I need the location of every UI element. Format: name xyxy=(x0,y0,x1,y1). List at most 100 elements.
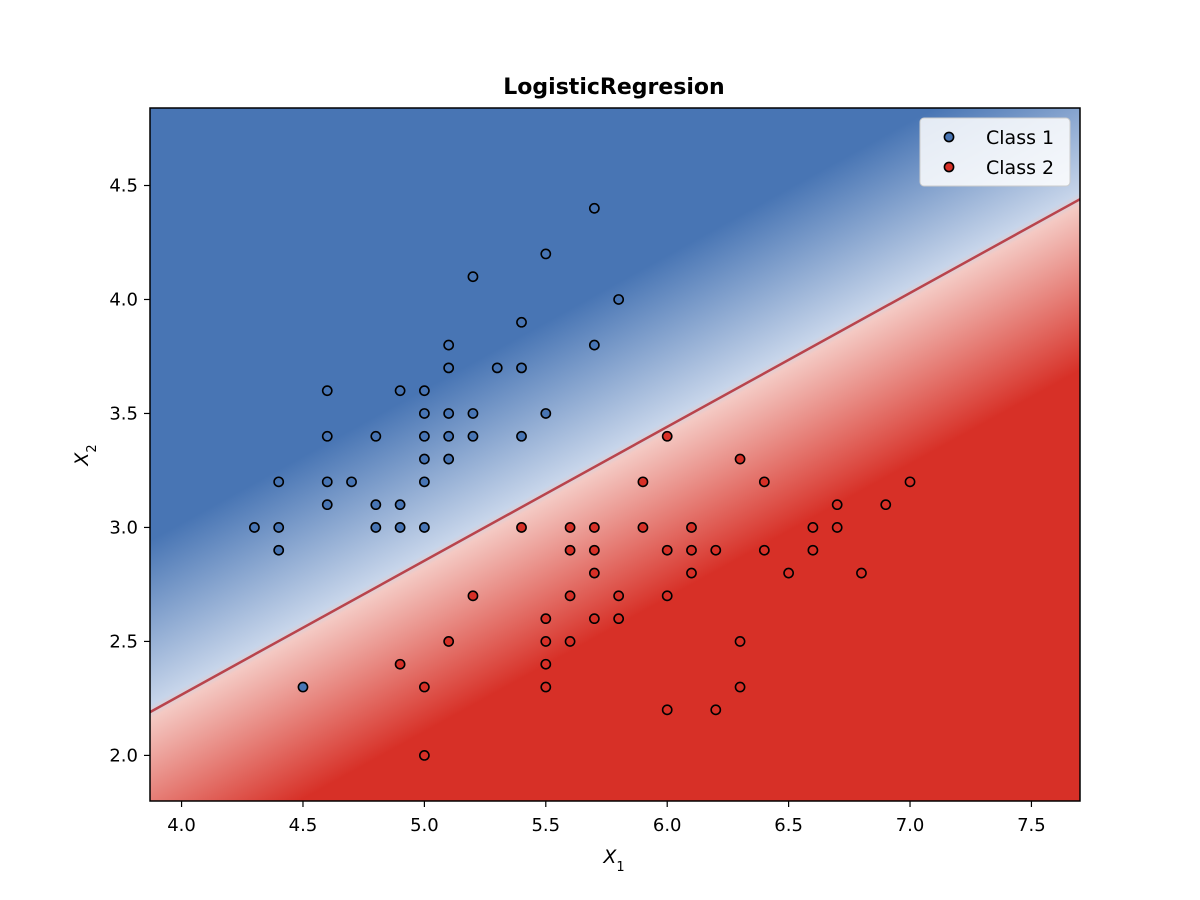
class-1-point xyxy=(540,248,552,260)
y-tick-label: 4.5 xyxy=(109,176,138,197)
class-2-point xyxy=(516,522,527,533)
y-tick-label: 2.5 xyxy=(109,631,138,652)
class-1-point xyxy=(467,408,479,419)
x-tick-label: 7.5 xyxy=(1017,815,1046,836)
class-1-point xyxy=(418,522,430,533)
class-1-point xyxy=(394,522,406,533)
class-2-point xyxy=(443,636,455,647)
x-tick-label: 6.5 xyxy=(774,815,803,836)
class-2-point xyxy=(783,567,795,579)
class-2-point xyxy=(686,567,697,579)
class-2-point xyxy=(467,590,479,602)
legend-class-1-marker xyxy=(943,131,955,143)
class-1-point xyxy=(273,476,285,488)
class-1-point xyxy=(443,453,455,465)
class-1-point xyxy=(321,385,333,397)
class-1-point xyxy=(273,522,285,533)
legend: Class 1 Class 2 xyxy=(919,117,1071,187)
y-axis-label: X2 xyxy=(71,444,100,466)
plot-frame xyxy=(149,107,1081,802)
class-1-point xyxy=(588,202,600,214)
class-2-point xyxy=(734,636,746,647)
class-1-point xyxy=(516,316,527,328)
class-2-point xyxy=(686,522,697,533)
class-2-point xyxy=(856,567,867,579)
class-2-point xyxy=(904,476,916,488)
class-2-point xyxy=(588,613,600,625)
x-tick-label: 4.0 xyxy=(167,815,196,836)
class-2-point xyxy=(758,544,770,556)
y-tick-label: 3.0 xyxy=(109,517,138,538)
class-1-point xyxy=(443,339,455,351)
class-1-point xyxy=(418,476,430,488)
x-axis-label: X1 xyxy=(602,846,624,875)
class-2-point xyxy=(564,636,576,647)
decision-boundary-line xyxy=(149,198,1081,714)
class-1-point xyxy=(346,476,357,488)
class-2-point xyxy=(880,499,892,511)
class-2-point xyxy=(734,681,746,693)
class-1-point xyxy=(297,681,309,693)
class-2-point xyxy=(710,704,722,716)
legend-class-2-label: Class 2 xyxy=(986,157,1054,179)
legend-class-1-label: Class 1 xyxy=(986,127,1054,149)
class-2-point xyxy=(613,590,625,602)
class-1-point xyxy=(467,271,479,283)
class-2-point xyxy=(661,544,673,556)
class-2-point xyxy=(588,567,600,579)
class-1-point xyxy=(516,430,527,442)
class-2-point xyxy=(637,476,649,488)
class-1-point xyxy=(613,294,625,305)
class-2-point xyxy=(661,590,673,602)
class-2-point xyxy=(588,544,600,556)
class-2-point xyxy=(540,636,552,647)
class-2-point xyxy=(540,658,552,670)
class-2-point xyxy=(418,681,430,693)
class-2-point xyxy=(807,544,819,556)
class-1-point xyxy=(516,362,527,374)
class-1-point xyxy=(418,408,430,419)
y-tick-label: 2.0 xyxy=(109,745,138,766)
class-1-point xyxy=(273,544,285,556)
class-1-point xyxy=(467,430,479,442)
chart-title: LogisticRegresion xyxy=(503,75,724,100)
class-1-point xyxy=(321,430,333,442)
class-1-point xyxy=(394,499,406,511)
x-tick-label: 5.0 xyxy=(410,815,439,836)
class-2-point xyxy=(418,750,430,761)
class-2-point xyxy=(686,544,697,556)
x-tick-label: 7.0 xyxy=(896,815,925,836)
class-2-point xyxy=(758,476,770,488)
class-1-point xyxy=(370,499,382,511)
class-1-point xyxy=(418,385,430,397)
class-2-point xyxy=(637,522,649,533)
class-2-point xyxy=(394,658,406,670)
class-1-point xyxy=(540,408,552,419)
x-tick-label: 6.0 xyxy=(653,815,682,836)
class-2-point xyxy=(661,704,673,716)
class-2-point xyxy=(613,613,625,625)
class-2-point xyxy=(831,522,843,533)
class-2-point xyxy=(588,522,600,533)
class-1-point xyxy=(443,362,455,374)
class-1-point xyxy=(418,453,430,465)
class-2-point xyxy=(540,613,552,625)
legend-box xyxy=(919,117,1071,187)
class-1-point xyxy=(394,385,406,397)
class-2-point xyxy=(734,453,746,465)
y-tick-label: 3.5 xyxy=(109,403,138,424)
class-1-point xyxy=(370,522,382,533)
class-1-point xyxy=(249,522,260,533)
class-2-point xyxy=(661,430,673,442)
class-1-point xyxy=(321,499,333,511)
class-2-point xyxy=(831,499,843,511)
legend-class-2-marker xyxy=(943,161,955,173)
class-1-point xyxy=(321,476,333,488)
class-1-point xyxy=(370,430,382,442)
class-1-point xyxy=(443,408,455,419)
class-1-point xyxy=(588,339,600,351)
class-2-point xyxy=(564,544,576,556)
class-2-point xyxy=(710,544,722,556)
